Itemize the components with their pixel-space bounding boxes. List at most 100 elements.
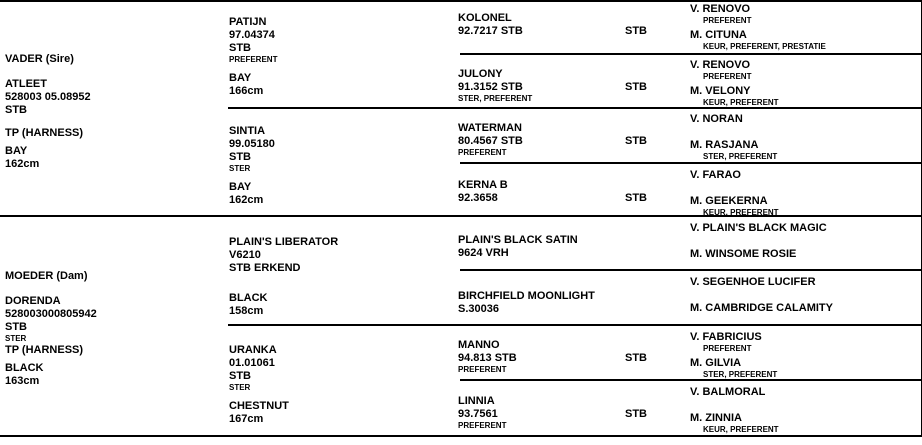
sire-name: V. PLAIN'S BLACK MAGIC [690,222,827,234]
dam-name: M. GILVIA [690,357,742,369]
coat-color: CHESTNUT [229,400,289,412]
sire-name: V. FARAO [690,169,741,181]
gen4-cell-3: V. NORAN M. RASJANA STER, PREFERENT [690,110,920,161]
registration-number: V6210 [229,249,261,261]
registration-number: 93.7561 [458,408,498,420]
predicate-label: STER [229,164,251,173]
horse-name: JULONY [458,68,503,80]
studbook-label: STB [5,104,27,116]
sire-name: V. FABRICIUS [690,331,762,343]
height-value: 162cm [229,194,264,206]
registration-number: 80.4567 STB [458,135,523,147]
coat-color: BAY [229,181,252,193]
sire-name: V. NORAN [690,113,743,125]
registration-number: 94.813 STB [458,352,517,364]
dam-predicate: STER, PREFERENT [703,152,778,161]
row-divider [460,162,922,164]
gen4-cell-1: V. RENOVO PREFERENT M. CITUNA KEUR, PREF… [690,0,920,52]
dam-predicate: STER, PREFERENT [703,370,778,379]
height-value: 166cm [229,85,264,97]
height-value: 162cm [5,158,40,170]
gen4-cell-4: V. FARAO M. GEEKERNA KEUR, PREFERENT [690,166,920,217]
discipline-label: TP (HARNESS) [5,127,84,139]
row-divider [228,324,922,326]
dam-name: M. ZINNIA [690,412,742,424]
dam-predicate: KEUR, PREFERENT [703,98,779,107]
gen3-cell-4: KERNA B 92.3658 STB [458,167,685,213]
predicate-label: PREFERENT [458,365,507,374]
dam-name: M. RASJANA [690,139,759,151]
gen3-cell-2: JULONY 91.3152 STB STER, PREFERENT STB [458,56,685,104]
dam-name: M. GEEKERNA [690,195,768,207]
dam-name: M. VELONY [690,85,751,97]
predicate-label: STER [229,383,251,392]
studbook-label: STB [5,321,27,333]
horse-name: URANKA [229,344,277,356]
height-value: 163cm [5,375,40,387]
gen1-sire-cell: VADER (Sire) ATLEET 528003 05.08952 STB … [5,0,223,213]
studbook-label: STB [625,135,647,147]
dam-predicate: KEUR, PREFERENT [703,425,779,434]
gen3-cell-1: KOLONEL 92.7217 STB STB [458,0,685,50]
row-divider [460,379,922,381]
coat-color: BAY [5,145,28,157]
height-value: 158cm [229,305,264,317]
gen4-cell-7: V. FABRICIUS PREFERENT M. GILVIA STER, P… [690,328,920,379]
sire-dam-divider [0,215,922,217]
gen4-cell-6: V. SEGENHOE LUCIFER M. CAMBRIDGE CALAMIT… [690,273,920,323]
coat-color: BLACK [229,292,268,304]
gen2-cell-dam-sire: PLAIN'S LIBERATOR V6210 STB ERKEND BLACK… [229,220,454,323]
gen4-cell-5: V. PLAIN'S BLACK MAGIC M. WINSOME ROSIE [690,219,920,268]
predicate-label [229,275,338,285]
coat-color: BLACK [5,362,44,374]
predicate-label: PREFERENT [458,421,507,430]
horse-name: PATIJN [229,16,267,28]
sire-name: V. RENOVO [690,59,751,71]
horse-name: PLAIN'S BLACK SATIN [458,234,578,246]
height-value: 167cm [229,413,264,425]
role-label: VADER (Sire) [5,53,74,65]
sire-name: V. SEGENHOE LUCIFER [690,276,816,288]
predicate-label: PREFERENT [229,55,278,64]
registration-number: S.30036 [458,303,499,315]
gen1-dam-cell: MOEDER (Dam) DORENDA 528003000805942 STB… [5,217,223,435]
gen3-cell-6: BIRCHFIELD MOONLIGHT S.30036 [458,278,685,322]
registration-number: 91.3152 STB [458,81,523,93]
sire-predicate: PREFERENT [703,72,752,81]
sire-predicate: PREFERENT [703,16,752,25]
studbook-label: STB [625,81,647,93]
horse-name: ATLEET [5,78,47,90]
studbook-label: STB [229,42,251,54]
predicate-label: STER, PREFERENT [458,94,533,103]
dam-predicate: KEUR, PREFERENT [703,208,779,217]
horse-name: DORENDA [5,295,61,307]
role-label: MOEDER (Dam) [5,270,88,282]
studbook-label: STB [229,370,251,382]
horse-name: WATERMAN [458,122,522,134]
studbook-label: STB [625,408,647,420]
row-divider [228,107,922,109]
sire-predicate: PREFERENT [703,344,752,353]
dam-name: M. CAMBRIDGE CALAMITY [690,302,833,314]
dam-predicate: KEUR, PREFERENT, PRESTATIE [703,42,826,51]
horse-name: LINNIA [458,395,495,407]
studbook-label: STB ERKEND [229,262,301,274]
sire-name: V. BALMORAL [690,386,766,398]
horse-name: KERNA B [458,179,508,191]
gen3-cell-5: PLAIN'S BLACK SATIN 9624 VRH [458,222,685,267]
row-divider [460,269,922,271]
sire-name: V. RENOVO [690,3,751,15]
registration-number: 528003000805942 [5,308,97,320]
table-border-bottom [0,435,922,437]
horse-name: BIRCHFIELD MOONLIGHT [458,290,595,302]
horse-name: KOLONEL [458,12,512,24]
registration-number: 99.05180 [229,138,275,150]
gen3-cell-3: WATERMAN 80.4567 STB PREFERENT STB [458,110,685,159]
horse-name: SINTIA [229,125,266,137]
registration-number: 97.04374 [229,29,275,41]
table-border-top [0,0,922,2]
predicate-label [5,117,91,127]
studbook-label: STB [229,151,251,163]
studbook-label: STB [625,25,647,37]
registration-number: 9624 VRH [458,247,509,259]
